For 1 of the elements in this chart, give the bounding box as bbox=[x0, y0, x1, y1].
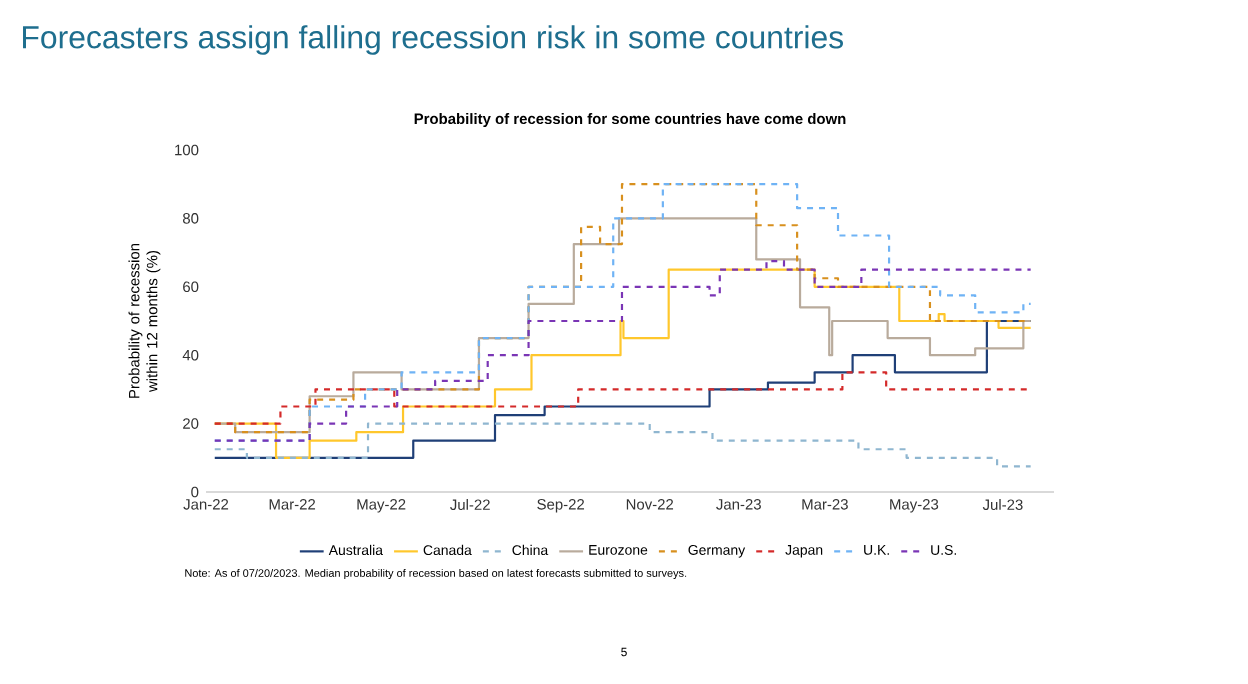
chart-title: Forecasters assign falling recession risk in some countries bbox=[23, 25, 843, 55]
